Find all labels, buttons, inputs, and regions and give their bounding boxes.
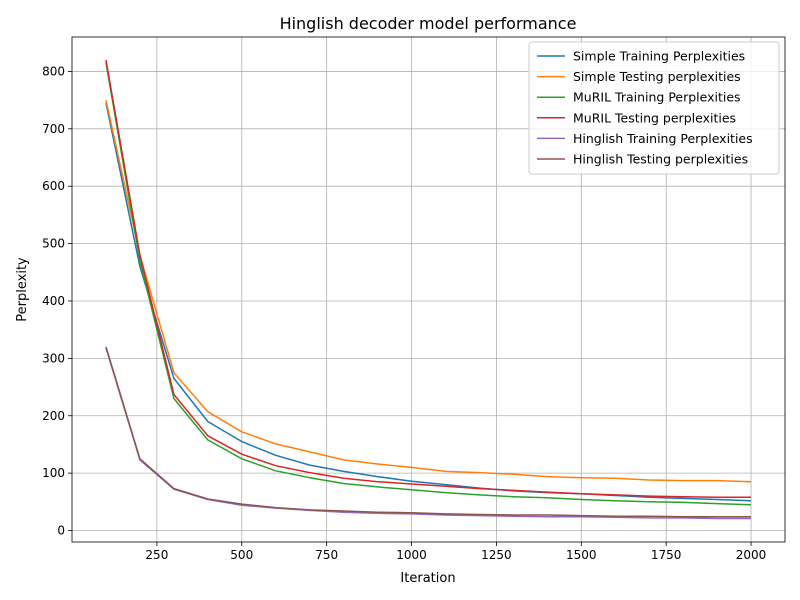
series-line [105, 62, 752, 506]
series-line [105, 102, 752, 502]
legend-items: Simple Training Perplexities Simple Testi… [537, 49, 753, 167]
series-line [105, 99, 752, 483]
legend-label: Hinglish Training Perplexities [573, 131, 753, 146]
legend: Simple Training Perplexities Simple Testi… [528, 41, 780, 175]
series-lines [105, 59, 752, 520]
x-tick-label: 250 [145, 548, 168, 562]
y-tick-label: 600 [42, 179, 65, 193]
y-tick-label: 400 [42, 294, 65, 308]
legend-label: Hinglish Testing perplexities [573, 152, 748, 167]
x-axis-label: Iteration [400, 571, 455, 586]
chart-title: Hinglish decoder model performance [280, 14, 577, 33]
x-tick-label: 1750 [651, 548, 682, 562]
legend-label: MuRIL Training Perplexities [573, 90, 741, 105]
legend-box [528, 41, 780, 175]
x-tick-label: 2000 [736, 548, 767, 562]
x-tick-label: 1000 [396, 548, 427, 562]
x-tick-label: 750 [315, 548, 338, 562]
y-axis-label: Perplexity [15, 257, 30, 322]
x-tick-label: 500 [230, 548, 253, 562]
x-tick-label: 1250 [481, 548, 512, 562]
y-tick-label: 800 [42, 64, 65, 78]
plot-frame [71, 36, 786, 543]
series-line [105, 59, 751, 498]
legend-label: MuRIL Testing perplexities [573, 110, 736, 125]
y-tick-label: 200 [42, 409, 65, 423]
x-axis-ticks: 250 500 750 1000 1250 1500 1750 2000 [145, 542, 766, 562]
y-tick-label: 100 [42, 466, 65, 480]
y-axis-ticks: 0 100 200 300 400 500 600 700 800 [42, 64, 72, 538]
y-tick-label: 0 [57, 524, 65, 538]
legend-label: Simple Testing perplexities [573, 69, 741, 84]
legend-label: Simple Training Perplexities [573, 49, 745, 64]
series-line [105, 346, 751, 518]
x-tick-label: 1500 [566, 548, 597, 562]
y-tick-label: 300 [42, 351, 65, 365]
y-tick-label: 700 [42, 122, 65, 136]
y-tick-label: 500 [42, 237, 65, 251]
